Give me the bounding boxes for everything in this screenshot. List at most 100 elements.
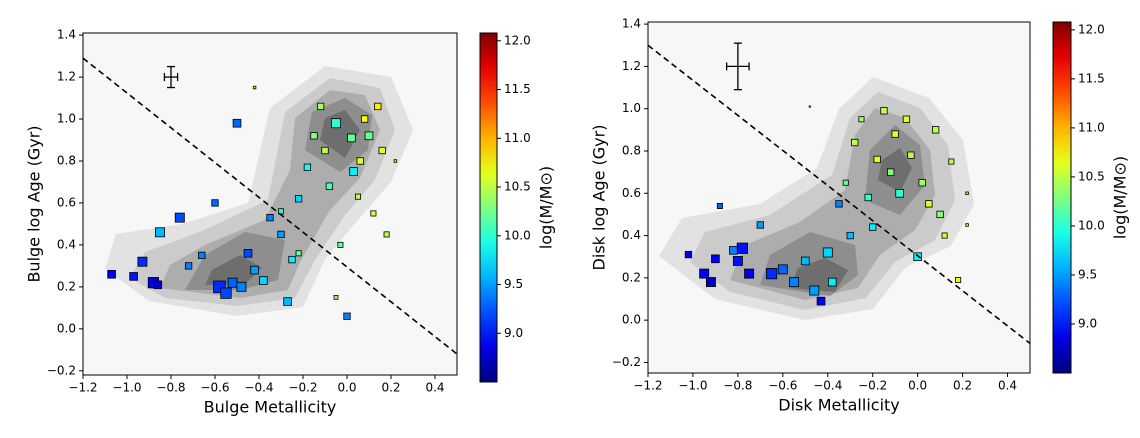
data-point [288,255,296,264]
x-tick-label: −0.4 [813,379,842,393]
y-tick-label: 1.2 [622,59,641,73]
x-tick-label: −0.2 [858,379,887,393]
colorbar-tick-label: 9.5 [504,277,523,291]
x-axis-label: Bulge Metallicity [204,398,337,417]
data-point [835,200,843,208]
data-point [907,151,915,159]
y-tick-label: 0.4 [57,237,76,251]
data-point [107,269,116,279]
data-point [343,312,351,320]
y-axis-label: Bulge log Age (Gyr) [25,125,44,282]
data-point [851,138,859,147]
data-point [325,182,334,190]
y-tick-label: 1.2 [57,70,76,84]
data-point [378,146,386,155]
data-point [220,287,232,299]
data-point [887,168,895,176]
x-tick-label: −0.8 [723,379,752,393]
data-point [153,280,163,290]
plot-frame [647,21,1031,374]
data-point [891,130,899,138]
data-point [349,167,358,176]
data-point [356,157,364,165]
colorbar-tick-label: 10.0 [1078,218,1105,232]
y-tick-label: −0.2 [612,355,641,369]
x-tick-label: −0.2 [288,381,317,395]
data-point [858,116,865,123]
y-tick-label: 0.2 [57,279,76,293]
data-point [198,251,206,260]
data-point [732,255,743,266]
data-point [895,188,904,198]
reference-line [647,44,1031,345]
data-point [155,227,165,238]
x-tick-label: −1.0 [112,381,141,395]
x-tick-label: −1.2 [68,381,97,395]
data-point [827,277,837,287]
data-point [360,115,369,123]
y-tick-label: 1.0 [622,101,641,115]
data-point [316,102,325,111]
y-tick-label: 0.8 [622,143,641,157]
y-tick-label: 0.0 [57,321,76,335]
colorbar-tick-label: 12.0 [1078,22,1105,36]
data-point [354,193,361,200]
x-tick-label: 0.0 [908,379,927,393]
data-point [294,195,303,203]
data-point [842,179,849,186]
x-tick-label: 0.2 [953,379,972,393]
data-point [925,200,933,208]
colorbar-tick-label: 11.5 [504,82,531,96]
colorbar [479,32,498,383]
data-point [822,247,833,258]
colorbar [1052,21,1072,374]
x-tick-label: −0.6 [200,381,229,395]
data-point [243,249,253,258]
data-point [259,276,268,285]
colorbar-label: log(M/M⊙) [1111,156,1130,239]
y-tick-label: 0.6 [622,186,641,200]
colorbar-tick-label: 9.0 [1078,316,1097,330]
data-point [809,285,820,296]
data-point [965,223,969,227]
y-tick-label: 0.2 [622,270,641,284]
colorbar-tick-label: 10.5 [1078,169,1105,183]
colorbar-tick-label: 11.0 [1078,120,1105,134]
data-point [383,231,390,238]
data-point [756,221,765,229]
x-tick-label: −0.4 [244,381,273,395]
colorbar-tick-label: 11.5 [1078,71,1105,85]
data-point [699,268,710,279]
data-point [393,159,398,163]
colorbar-tick-label: 11.0 [504,131,531,145]
data-point [736,242,748,254]
data-point [129,272,138,281]
x-tick-label: 0.4 [425,381,444,395]
x-tick-label: 0.0 [337,381,356,395]
y-tick-label: 0.8 [57,153,76,167]
data-point [337,241,344,248]
data-point [347,133,356,143]
data-point [789,277,800,288]
y-axis-label: Disk log Age (Gyr) [590,125,609,271]
data-point [869,223,877,231]
data-point [864,193,872,202]
data-point [873,155,881,164]
colorbar-tick-label: 9.0 [504,326,523,340]
data-point [303,163,312,171]
data-point [211,199,219,207]
data-point [716,202,723,209]
y-tick-label: 0.0 [622,313,641,327]
data-point [918,179,926,187]
data-point [902,115,911,123]
data-point [250,265,259,275]
density-contour [320,110,360,158]
density-contour [878,148,912,192]
data-point [965,191,969,195]
data-point [252,85,257,90]
data-point [729,246,738,255]
data-point [684,250,693,259]
data-point [310,132,318,140]
data-point [236,281,247,292]
colorbar-tick-label: 9.5 [1078,267,1097,281]
